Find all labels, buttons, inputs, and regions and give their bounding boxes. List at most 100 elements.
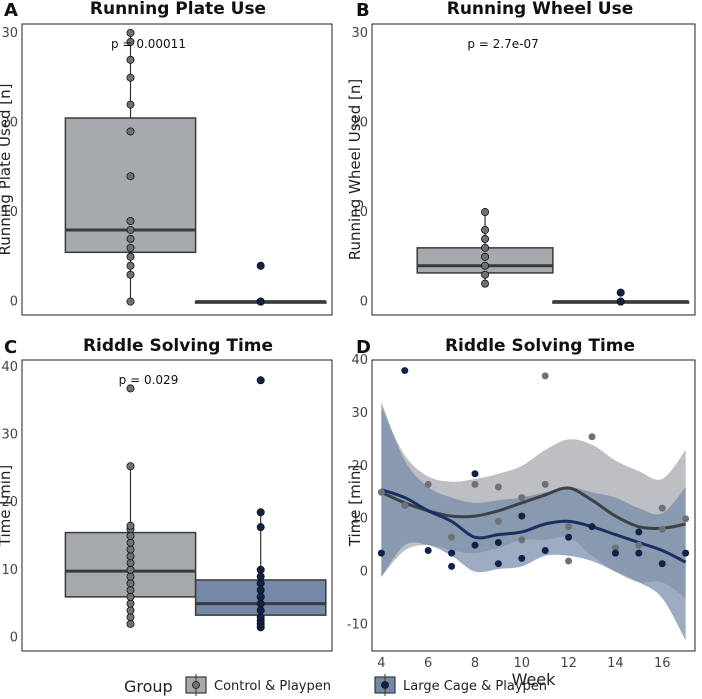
data-point	[126, 521, 135, 530]
data-point	[616, 288, 625, 297]
data-point	[658, 525, 666, 533]
data-point	[256, 261, 265, 270]
data-point	[126, 216, 135, 225]
data-point	[635, 549, 643, 557]
panel-frame	[371, 23, 696, 316]
y-tick-label: 10	[1, 205, 18, 220]
data-point	[424, 546, 432, 554]
data-point	[481, 208, 490, 217]
data-point	[565, 557, 573, 565]
panel-b: Running Wheel Use B 0 10 20 30 Running Wheel U…	[346, 0, 696, 316]
x-tick-label: 8	[471, 656, 479, 671]
data-point	[518, 554, 526, 562]
x-axis-label: Week	[512, 670, 557, 689]
data-point	[635, 528, 643, 536]
data-point	[401, 367, 409, 375]
y-axis-label: Running Plate Used [n]	[0, 83, 14, 255]
data-point	[256, 592, 265, 601]
data-point	[256, 508, 265, 517]
x-tick-label: 12	[560, 656, 577, 671]
y-axis-label: Time [min]	[0, 465, 14, 547]
data-point	[424, 480, 432, 488]
data-point	[471, 470, 479, 478]
data-point	[126, 462, 135, 471]
data-point	[126, 297, 135, 306]
data-point	[126, 234, 135, 243]
data-point	[377, 549, 385, 557]
y-tick-label: 0	[10, 295, 18, 310]
data-point	[126, 100, 135, 109]
legend: Group Control & Playpen Large Cage & Playp…	[124, 674, 547, 696]
data-point	[126, 545, 135, 554]
panel-label: C	[4, 337, 17, 358]
data-point	[471, 541, 479, 549]
y-tick-label: 40	[351, 353, 368, 368]
x-tick-label: 6	[424, 656, 432, 671]
smooth-line	[380, 488, 687, 564]
data-point	[126, 28, 135, 37]
data-point	[494, 517, 502, 525]
data-point	[256, 579, 265, 588]
data-point	[126, 384, 135, 393]
data-point	[448, 533, 456, 541]
data-point	[541, 546, 549, 554]
data-point	[494, 483, 502, 491]
panel-title: Riddle Solving Time	[83, 336, 273, 356]
data-point	[256, 572, 265, 581]
data-point	[471, 480, 479, 488]
data-point	[481, 234, 490, 243]
legend-key-point	[381, 681, 389, 689]
data-point	[126, 37, 135, 46]
data-point	[658, 504, 666, 512]
data-point	[256, 297, 265, 306]
panel-frame	[371, 359, 696, 652]
data-point	[588, 433, 596, 441]
x-tick-label: 10	[514, 656, 531, 671]
data-point	[682, 549, 690, 557]
panel-label: A	[4, 0, 18, 21]
data-point	[518, 494, 526, 502]
p-value: p = 0.029	[119, 373, 179, 387]
data-point	[611, 544, 619, 552]
data-point	[126, 127, 135, 136]
data-point	[126, 579, 135, 588]
data-point	[518, 536, 526, 544]
data-point	[126, 559, 135, 568]
y-axis-label: Time [min]	[346, 465, 364, 547]
data-point	[256, 599, 265, 608]
data-point	[126, 261, 135, 270]
panel-label: D	[356, 337, 371, 358]
y-tick-label: 0	[360, 295, 368, 310]
p-value: p = 2.7e-07	[467, 37, 538, 51]
confidence-band	[381, 402, 686, 641]
data-point	[126, 73, 135, 82]
legend-label: Large Cage & Playpen	[403, 679, 547, 694]
data-point	[682, 515, 690, 523]
y-tick-label: 10	[351, 205, 368, 220]
data-point	[401, 502, 409, 509]
data-point	[565, 533, 573, 541]
panel-d: Riddle Solving Time D -10 0 10 20 30 40 4 6 8 10 12 1…	[346, 336, 696, 689]
data-point	[481, 225, 490, 234]
data-point	[494, 560, 502, 568]
data-point	[256, 523, 265, 532]
data-point	[541, 372, 549, 380]
y-tick-label: 20	[1, 115, 18, 130]
data-point	[126, 252, 135, 261]
panel-label: B	[356, 0, 370, 21]
data-point	[494, 539, 502, 547]
data-point	[611, 549, 619, 557]
data-point	[256, 586, 265, 595]
data-point	[448, 549, 456, 557]
data-point	[256, 606, 265, 615]
y-tick-label: 20	[351, 459, 368, 474]
panel-title: Riddle Solving Time	[445, 336, 635, 356]
data-point	[481, 252, 490, 261]
x-tick-label: 16	[654, 656, 671, 671]
data-point	[126, 592, 135, 601]
data-point	[126, 599, 135, 608]
data-point	[126, 606, 135, 615]
panel-title: Running Plate Use	[90, 0, 266, 19]
panel-frame	[21, 359, 333, 652]
